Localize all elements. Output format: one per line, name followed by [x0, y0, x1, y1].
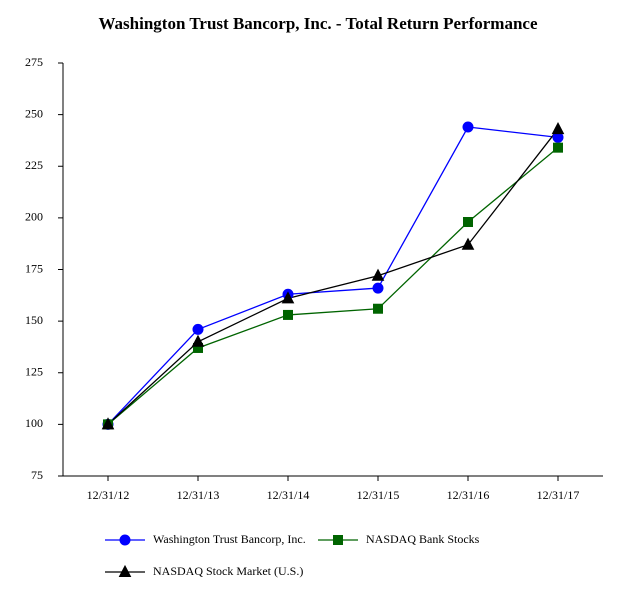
y-tick-label: 200 — [25, 210, 43, 224]
y-tick-label: 275 — [25, 55, 43, 69]
legend-label: NASDAQ Bank Stocks — [366, 532, 480, 546]
data-point — [372, 282, 384, 294]
data-point — [462, 121, 474, 133]
x-tick-label: 12/31/16 — [447, 488, 490, 502]
data-point — [371, 268, 385, 281]
x-tick-label: 12/31/13 — [177, 488, 220, 502]
x-tick-label: 12/31/17 — [537, 488, 580, 502]
y-tick-label: 75 — [31, 468, 43, 482]
data-point — [553, 142, 563, 153]
y-tick-label: 225 — [25, 158, 43, 172]
legend-marker — [119, 534, 131, 546]
legend-marker — [118, 564, 132, 577]
series-line — [107, 126, 559, 425]
series-line — [107, 147, 559, 425]
x-tick-label: 12/31/15 — [357, 488, 400, 502]
legend-marker — [333, 535, 343, 545]
x-tick-label: 12/31/12 — [87, 488, 130, 502]
y-tick-label: 250 — [25, 106, 43, 120]
data-point — [461, 237, 475, 250]
y-tick-label: 150 — [25, 313, 43, 327]
data-point — [191, 334, 205, 347]
data-point — [373, 303, 383, 314]
legend-label: NASDAQ Stock Market (U.S.) — [153, 564, 303, 578]
x-tick-label: 12/31/14 — [267, 488, 310, 502]
y-tick-label: 100 — [25, 416, 43, 430]
legend-label: Washington Trust Bancorp, Inc. — [153, 532, 306, 546]
data-point — [281, 291, 295, 304]
data-point — [192, 323, 204, 335]
series-line — [107, 128, 559, 425]
data-point — [101, 417, 115, 430]
data-point — [551, 122, 565, 135]
y-tick-label: 125 — [25, 365, 43, 379]
chart-title: Washington Trust Bancorp, Inc. - Total R… — [98, 14, 537, 33]
data-point — [283, 309, 293, 320]
y-tick-label: 175 — [25, 261, 43, 275]
data-point — [463, 217, 473, 228]
